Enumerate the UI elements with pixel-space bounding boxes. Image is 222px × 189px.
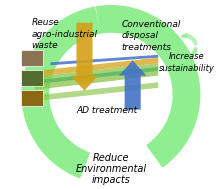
Text: AD treatment: AD treatment: [77, 106, 138, 115]
Polygon shape: [35, 67, 158, 84]
Text: Environmental: Environmental: [75, 164, 147, 174]
Text: Reuse: Reuse: [32, 18, 59, 27]
Text: Reduce: Reduce: [93, 153, 129, 163]
Text: treatments: treatments: [121, 43, 171, 52]
Text: Increase: Increase: [169, 52, 204, 61]
FancyArrow shape: [119, 60, 146, 110]
Bar: [21, 90, 43, 106]
Text: waste: waste: [32, 41, 58, 50]
Polygon shape: [50, 55, 158, 65]
Bar: [21, 50, 43, 66]
Polygon shape: [35, 58, 158, 77]
Polygon shape: [35, 63, 158, 90]
Text: impacts: impacts: [91, 176, 130, 185]
Text: agro-industrial: agro-industrial: [32, 29, 97, 39]
Text: Conventional: Conventional: [121, 20, 181, 29]
FancyArrow shape: [71, 23, 98, 91]
Polygon shape: [35, 82, 158, 101]
Text: disposal: disposal: [121, 31, 158, 40]
Bar: [21, 70, 43, 86]
Text: sustainability: sustainability: [159, 64, 214, 73]
